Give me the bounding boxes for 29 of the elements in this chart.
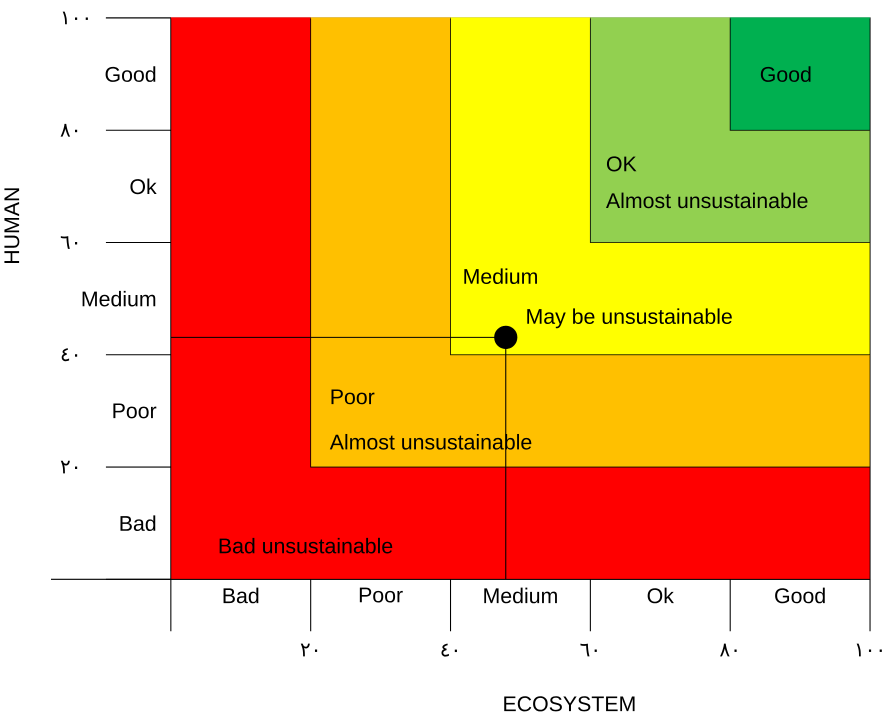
x-tick-label: ٨٠	[720, 644, 737, 656]
y-tick-label: ٤٠	[62, 348, 78, 362]
text: Good	[106, 66, 156, 82]
x-tick-label: ٦٠	[580, 644, 597, 656]
x-tick-label: ٤٠	[442, 644, 457, 657]
y-axis-title: HUMAN	[4, 188, 20, 264]
annotation: May be unsustainable	[527, 308, 732, 328]
text: Ok	[130, 178, 157, 194]
text: Medium	[484, 588, 557, 604]
annotation: Almost unsustainable	[606, 192, 808, 208]
y-tick-label: ٦٠	[60, 236, 78, 249]
text: Bad	[224, 588, 258, 604]
text: Good	[775, 588, 825, 604]
y-tick-label: ٢٠	[60, 460, 78, 474]
text: Medium	[82, 290, 156, 307]
text: Bad	[120, 515, 156, 532]
annotation: Medium	[464, 268, 537, 284]
x-axis-title: ECOSYSTEM	[504, 696, 635, 712]
annotation: Good	[760, 66, 811, 82]
annotation: Bad unsustainable	[220, 538, 392, 554]
text: Poor	[360, 588, 403, 603]
text: Poor	[113, 404, 156, 418]
y-tick-label: ١٠٠	[62, 12, 88, 24]
x-tick-label: ٢٠	[300, 644, 318, 656]
y-tick-label: ٨٠	[60, 124, 78, 137]
x-tick-label: ١٠٠	[856, 644, 882, 656]
text: Ok	[648, 588, 674, 604]
annotation: OK	[606, 156, 636, 172]
annotation: Poor	[332, 390, 374, 404]
